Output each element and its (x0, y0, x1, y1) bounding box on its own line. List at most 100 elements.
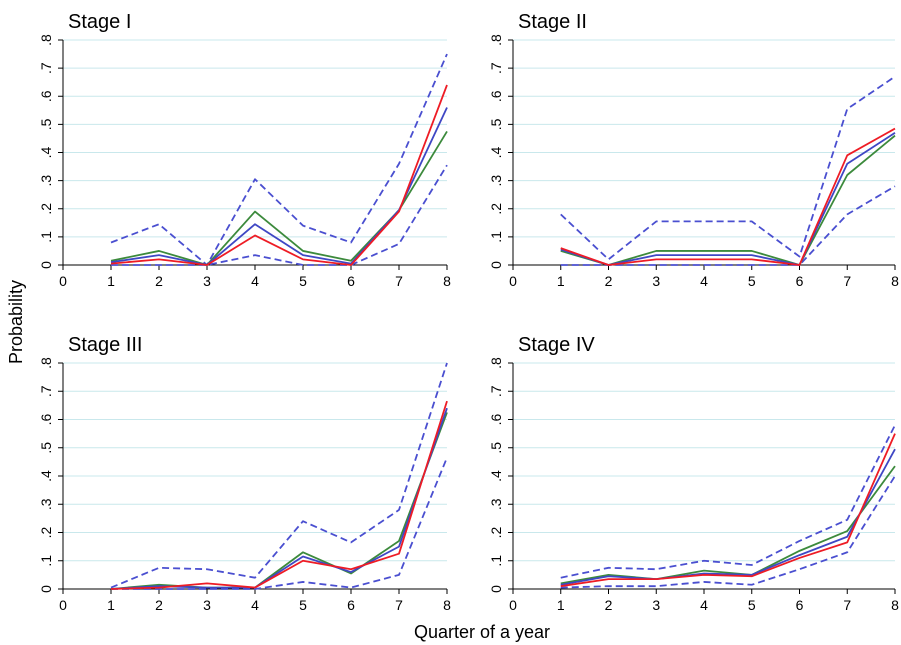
y-tick-label: 0 (38, 585, 54, 593)
green-series-line (560, 134, 896, 266)
panel-title: Stage IV (518, 334, 595, 356)
y-tick-label: .7 (38, 385, 54, 397)
x-tick-label: 4 (700, 597, 708, 613)
x-tick-label: 0 (509, 273, 517, 289)
y-tick-label: .2 (488, 526, 504, 538)
y-tick-label: .1 (488, 555, 504, 567)
blue-series-line (560, 448, 896, 586)
y-tick-label: .4 (488, 146, 504, 158)
x-tick-label: 7 (395, 597, 403, 613)
y-tick-label: 0 (488, 261, 504, 269)
green-series-line (110, 412, 448, 590)
y-tick-label: .8 (38, 357, 54, 369)
red-series-line (560, 433, 896, 588)
y-tick-label: .5 (488, 118, 504, 130)
red-series-line (560, 127, 896, 266)
panel-4: 0 .1 .2 .3 .4 .5 .6 .7 .8 0 1 2 3 4 5 6 7 8 Stage IV (488, 334, 899, 613)
lower-ci-line (560, 185, 896, 266)
lower-ci-line (560, 475, 896, 589)
y-tick-label: .6 (488, 413, 504, 425)
red-series-line (110, 84, 448, 266)
y-tick-label: .3 (488, 175, 504, 187)
panel-title: Stage III (68, 334, 143, 356)
y-tick-label: .6 (38, 413, 54, 425)
x-tick-label: 1 (557, 597, 565, 613)
y-tick-label: .8 (488, 357, 504, 369)
y-tick-label: .8 (38, 34, 54, 46)
x-tick-label: 7 (843, 273, 851, 289)
x-tick-label: 5 (299, 597, 307, 613)
x-tick-label: 6 (796, 273, 804, 289)
x-tick-label: 7 (843, 597, 851, 613)
lower-ci-line (111, 457, 448, 590)
upper-ci-line (560, 75, 896, 261)
y-tick-label: .2 (488, 203, 504, 215)
y-tick-label: .7 (488, 62, 504, 74)
y-tick-label: .6 (488, 90, 504, 102)
x-tick-label: 4 (251, 597, 259, 613)
x-tick-label: 0 (59, 597, 67, 613)
y-tick-label: .4 (38, 470, 54, 482)
x-tick-label: 2 (155, 597, 163, 613)
panel-title: Stage I (68, 11, 131, 33)
x-tick-label: 2 (155, 273, 163, 289)
y-tick-label: .1 (488, 231, 504, 243)
x-tick-label: 2 (605, 273, 613, 289)
x-tick-label: 0 (509, 597, 517, 613)
panel-title: Stage II (518, 11, 587, 33)
x-tick-label: 5 (748, 273, 756, 289)
y-tick-label: .6 (38, 90, 54, 102)
y-tick-label: .3 (38, 498, 54, 510)
x-tick-label: 1 (107, 273, 115, 289)
x-tick-label: 2 (605, 597, 613, 613)
x-tick-label: 6 (347, 273, 355, 289)
lower-ci-line (111, 164, 448, 266)
x-tick-label: 8 (443, 597, 451, 613)
y-tick-label: .7 (488, 385, 504, 397)
x-tick-label: 4 (251, 273, 259, 289)
red-series-line (110, 400, 448, 590)
y-tick-label: .2 (38, 203, 54, 215)
x-tick-label: 7 (395, 273, 403, 289)
x-tick-label: 4 (700, 273, 708, 289)
y-tick-label: 0 (488, 585, 504, 593)
x-tick-label: 3 (203, 273, 211, 289)
panel-1: 0 .1 .2 .3 .4 .5 .6 .7 .8 0 1 2 3 4 5 6 7 8 Stage I (38, 11, 451, 289)
upper-ci-line (110, 53, 448, 266)
x-tick-label: 8 (891, 273, 899, 289)
y-tick-label: .3 (38, 175, 54, 187)
y-tick-label: 0 (38, 261, 54, 269)
x-tick-label: 3 (652, 273, 660, 289)
y-tick-label: .5 (488, 442, 504, 454)
x-tick-label: 5 (748, 597, 756, 613)
blue-series-line (110, 407, 448, 590)
x-tick-label: 3 (652, 597, 660, 613)
x-tick-label: 8 (891, 597, 899, 613)
y-tick-label: .8 (488, 34, 504, 46)
x-tick-label: 5 (299, 273, 307, 289)
x-tick-label: 6 (347, 597, 355, 613)
y-tick-label: .7 (38, 62, 54, 74)
x-tick-label: 3 (203, 597, 211, 613)
y-tick-label: .4 (38, 146, 54, 158)
y-axis-label: Probability (6, 280, 26, 364)
y-tick-label: .4 (488, 470, 504, 482)
y-tick-label: .1 (38, 231, 54, 243)
x-axis-label: Quarter of a year (414, 622, 550, 642)
upper-ci-line (560, 424, 896, 579)
y-tick-label: .5 (38, 118, 54, 130)
x-tick-label: 1 (107, 597, 115, 613)
green-series-line (560, 465, 896, 585)
y-tick-label: .5 (38, 442, 54, 454)
x-tick-label: 6 (796, 597, 804, 613)
y-tick-label: .1 (38, 555, 54, 567)
panel-2: 0 .1 .2 .3 .4 .5 .6 .7 .8 0 1 2 3 4 5 6 7 8 Stage II (488, 11, 899, 289)
y-tick-label: .3 (488, 498, 504, 510)
upper-ci-line (110, 362, 448, 589)
x-tick-label: 0 (59, 273, 67, 289)
blue-series-line (110, 107, 448, 266)
y-tick-label: .2 (38, 526, 54, 538)
x-tick-label: 1 (557, 273, 565, 289)
panel-3: 0 .1 .2 .3 .4 .5 .6 .7 .8 0 1 2 3 4 5 6 7 8 Stage III (38, 334, 451, 613)
